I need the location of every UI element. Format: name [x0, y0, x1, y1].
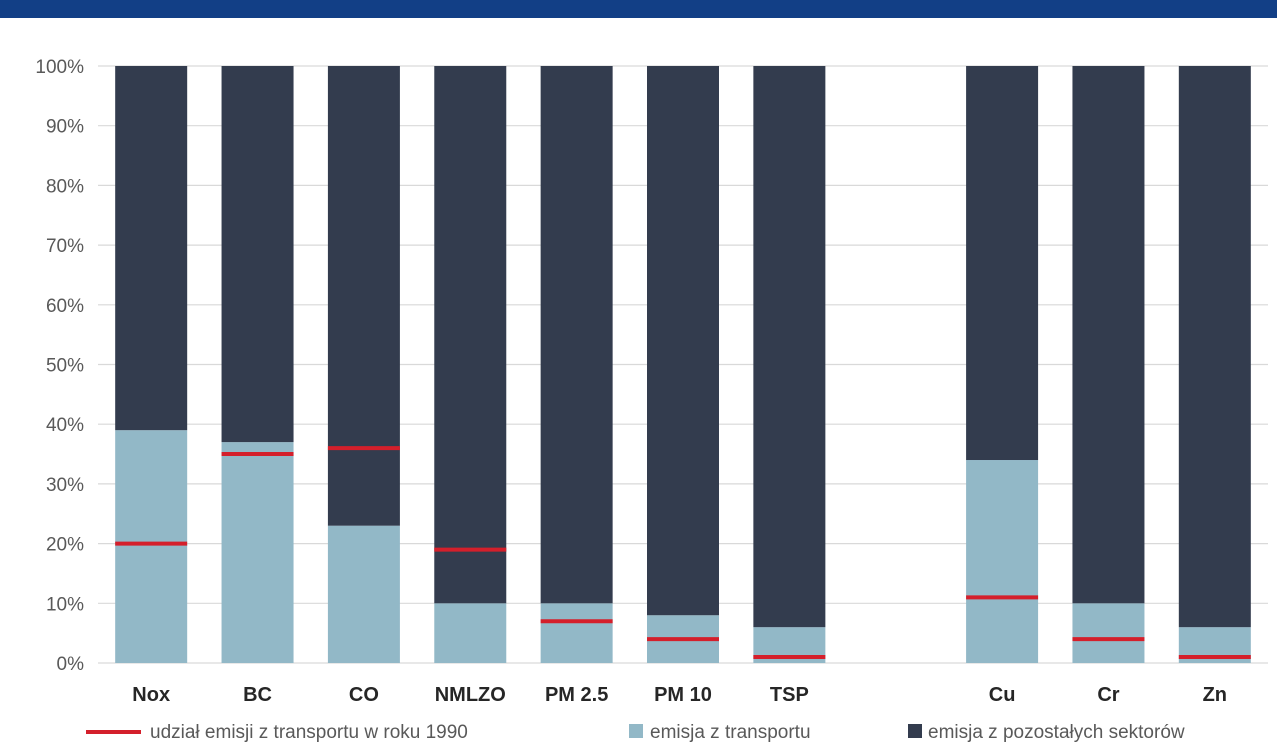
y-tick-label: 30%: [46, 475, 84, 496]
bar-transport: [1072, 603, 1145, 663]
bar-other-sectors: [540, 66, 613, 604]
bar-transport: [115, 430, 188, 663]
1990-markers: [115, 446, 1251, 660]
bar-other-sectors: [327, 66, 400, 526]
y-tick-label: 10%: [46, 594, 84, 615]
bar-other-sectors: [966, 66, 1039, 461]
category-label: CO: [349, 684, 379, 706]
legend-label: emisja z pozostałych sektorów: [928, 722, 1185, 743]
y-tick-label: 40%: [46, 415, 84, 436]
bar-transport: [327, 525, 400, 663]
y-tick-label: 0%: [57, 654, 85, 675]
category-label: Zn: [1203, 684, 1227, 706]
bar-other-sectors: [753, 66, 826, 628]
y-tick-label: 90%: [46, 117, 84, 138]
legend-square-other: [908, 724, 922, 738]
bar-transport: [540, 603, 613, 663]
y-tick-label: 60%: [46, 296, 84, 317]
y-tick-label: 70%: [46, 236, 84, 257]
category-label: Nox: [132, 684, 170, 706]
bar-other-sectors: [647, 66, 719, 616]
top-header-band: [0, 0, 1277, 18]
category-label: BC: [243, 684, 272, 706]
bar-transport: [966, 460, 1039, 663]
legend-label: emisja z transportu: [650, 722, 811, 743]
y-tick-label: 50%: [46, 356, 84, 377]
category-label: NMLZO: [435, 684, 506, 706]
y-tick-label: 80%: [46, 176, 84, 197]
bar-transport: [434, 603, 507, 663]
category-label: PM 10: [654, 684, 712, 706]
bar-other-sectors: [1178, 66, 1251, 628]
category-label: Cu: [989, 684, 1016, 706]
bar-other-sectors: [434, 66, 507, 604]
category-label: TSP: [770, 684, 809, 706]
category-labels: Nox BC CO NMLZO PM 2.5 PM 10 TSP Cu Cr Zn: [132, 684, 1227, 706]
y-axis-ticks: 0% 10% 20% 30% 40% 50% 60% 70% 80% 90% 100%: [35, 57, 84, 675]
y-tick-label: 100%: [35, 57, 84, 78]
category-label: Cr: [1097, 684, 1119, 706]
bar-other-sectors: [1072, 66, 1145, 604]
y-tick-label: 20%: [46, 535, 84, 556]
bar-transport: [221, 442, 294, 663]
legend: udział emisji z transportu w roku 1990 em…: [86, 722, 1185, 743]
bar-other-sectors: [221, 66, 294, 443]
legend-square-transport: [629, 724, 643, 738]
bar-other-sectors: [115, 66, 188, 431]
category-label: PM 2.5: [545, 684, 608, 706]
legend-label: udział emisji z transportu w roku 1990: [150, 722, 468, 743]
bars: [115, 66, 1251, 663]
